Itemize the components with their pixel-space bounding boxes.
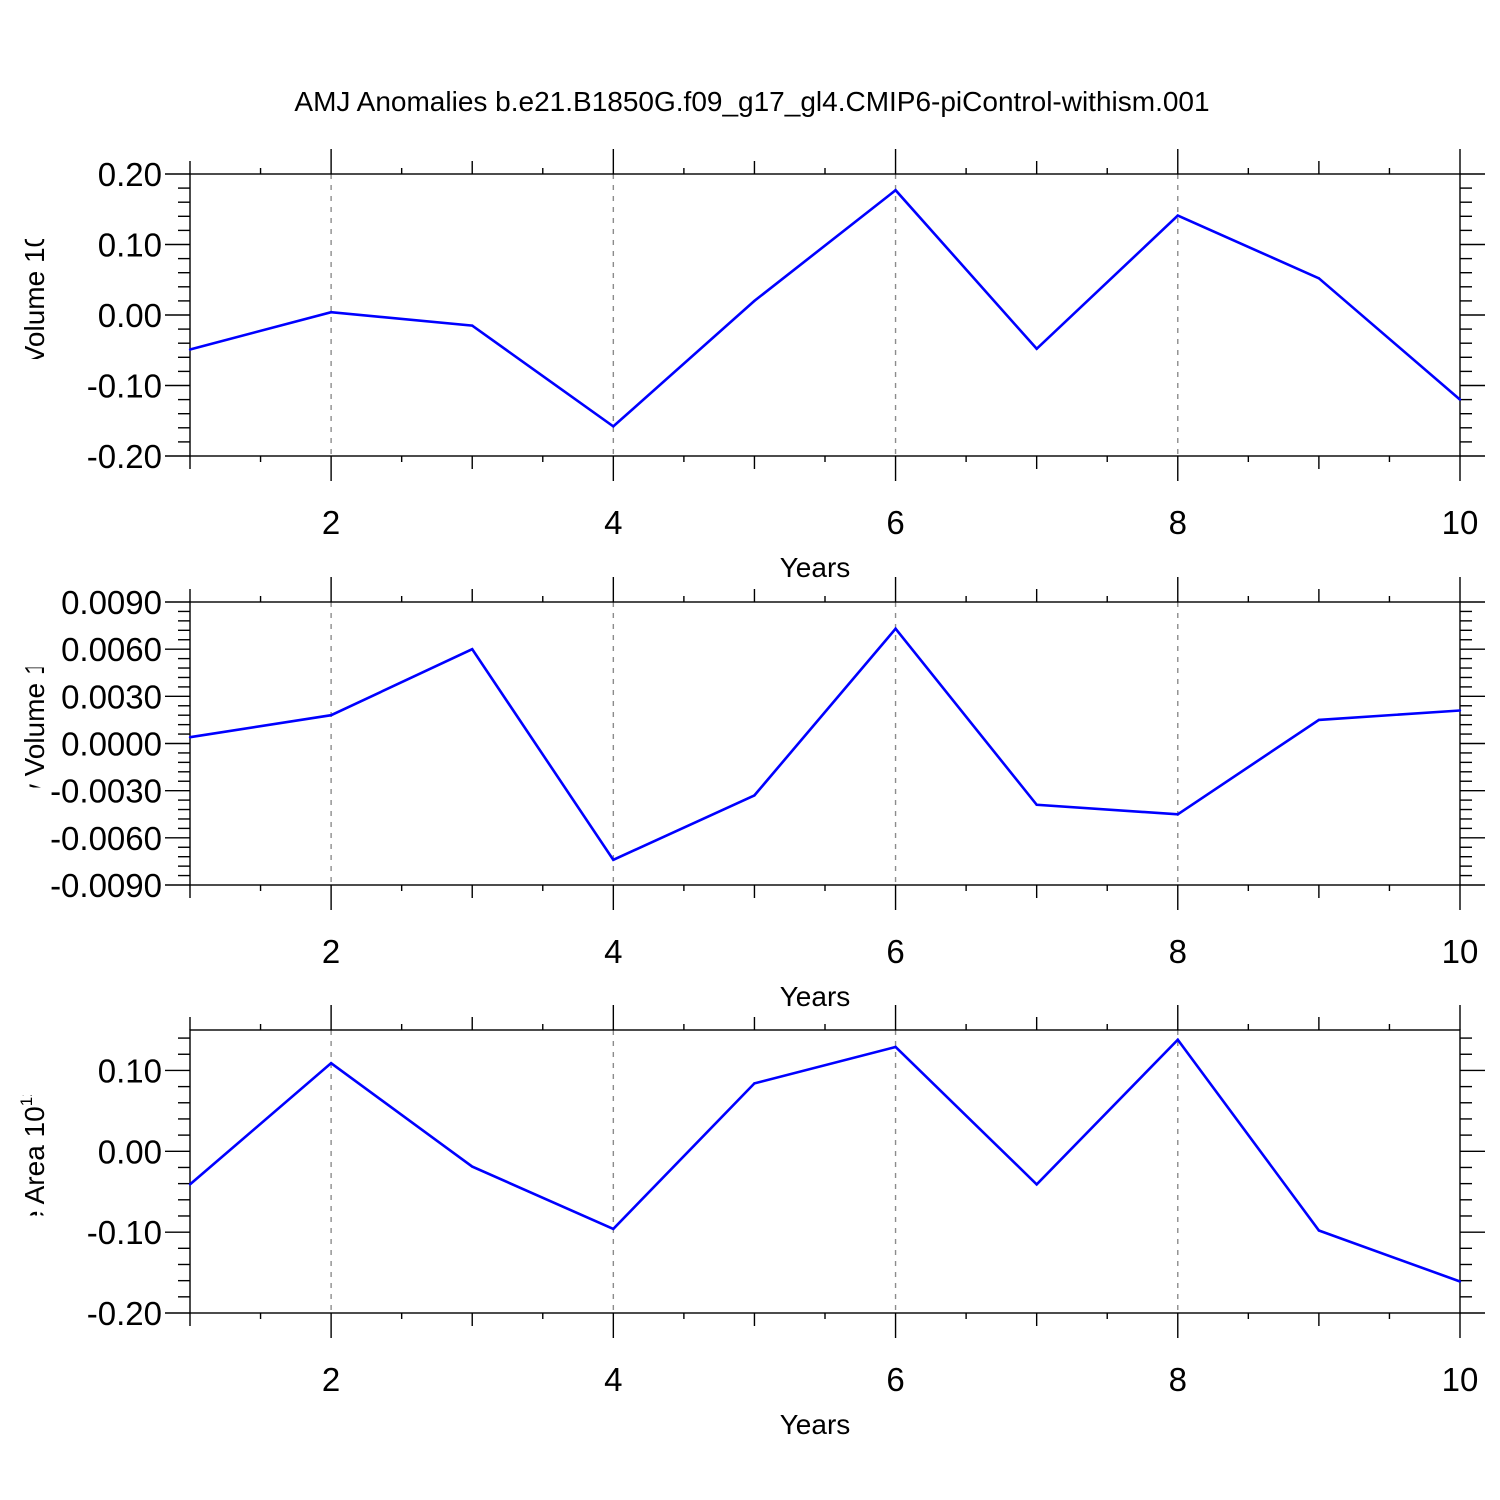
x-tick-label: 6 [886, 504, 904, 541]
data-point [471, 324, 474, 327]
y-axis-title-sup1: 13 [17, 213, 36, 232]
chart-title: AMJ Anomalies b.e21.B1850G.f09_g17_gl4.C… [294, 86, 1209, 117]
panels: 2 4 6 8 10 -0.20 -0.10 0.00 0.10 0.20 Years Sib Ice… [17, 149, 1485, 1440]
y-axis-title-sup2: 2 [17, 1047, 36, 1056]
y-axis-title: Sib Ice Area 1012 m2 [17, 1047, 50, 1296]
y-tick-label: 0.0030 [61, 678, 162, 715]
x-tick-label: 4 [604, 504, 622, 541]
y-tick-label: -0.20 [87, 1295, 162, 1332]
series-line [189, 626, 1461, 862]
data-point [1035, 1183, 1038, 1186]
y-tick-label: 0.10 [98, 1052, 162, 1089]
x-axis-title: Years [780, 1409, 851, 1440]
data-point [1035, 803, 1038, 807]
x-tick-label: 10 [1442, 933, 1479, 970]
data-point [1317, 718, 1321, 722]
y-axis-title-middle: m [19, 594, 50, 625]
data-point [753, 794, 756, 797]
y-tick-label: 0.00 [98, 297, 162, 334]
y-tick-label: -0.20 [87, 438, 162, 475]
x-tick-label: 2 [322, 504, 340, 541]
y-tick-label: 0.0090 [61, 584, 162, 621]
x-tick-label: 6 [886, 1361, 904, 1398]
x-tick-label: 2 [322, 1361, 340, 1398]
data-point [1176, 1038, 1179, 1041]
y-axis-title-prefix: Sib Snow Volume 10 [19, 644, 50, 902]
x-axis-title: Years [780, 981, 851, 1012]
panel-2: 2 4 6 8 10 -0.0090 -0.0060 -0.0030 0.0000 0.0030 0… [17, 577, 1485, 1012]
x-tick-label: 10 [1442, 504, 1479, 541]
x-tick-label: 10 [1442, 1361, 1479, 1398]
y-tick-label: -0.0060 [50, 820, 162, 857]
data-point [1035, 347, 1038, 351]
panel-1: 2 4 6 8 10 -0.20 -0.10 0.00 0.10 0.20 Years Sib Ice… [17, 149, 1485, 583]
data-point [1458, 398, 1462, 401]
data-point [188, 1183, 192, 1186]
data-point [329, 714, 333, 717]
y-tick-label: -0.10 [87, 368, 162, 405]
data-point [894, 189, 897, 192]
y-tick-label: 0.10 [98, 227, 162, 264]
y-tick-label: 0.0060 [61, 631, 162, 668]
y-tick-label: 0.20 [98, 156, 162, 193]
data-point [612, 425, 615, 428]
y-tick-label: -0.0030 [50, 773, 162, 810]
plot-frame [189, 173, 1461, 457]
data-point [753, 1082, 756, 1085]
y-tick-label: -0.0090 [50, 867, 162, 904]
y-tick-label: -0.10 [87, 1214, 162, 1251]
data-point [612, 1227, 615, 1231]
data-point [1317, 277, 1321, 280]
y-axis-title: Sib Snow Volume 1013 m3 [17, 585, 50, 903]
x-tick-label: 8 [1169, 1361, 1187, 1398]
y-axis-title: Sib Ice Volume 1013 m3 [17, 172, 50, 457]
data-point [1176, 813, 1179, 816]
y-axis-title-sup1: 12 [17, 1087, 36, 1106]
data-point [1458, 709, 1462, 712]
x-tick-label: 4 [604, 1361, 622, 1398]
y-tick-label: 0.00 [98, 1133, 162, 1170]
y-axis-title-sup2: 3 [17, 585, 36, 594]
data-point [1317, 1229, 1321, 1232]
x-tick-label: 8 [1169, 504, 1187, 541]
x-tick-label: 8 [1169, 933, 1187, 970]
series-line [189, 1037, 1461, 1283]
y-axis-title-prefix: Sib Ice Area 10 [19, 1106, 50, 1296]
data-point [188, 348, 192, 351]
y-axis-title-sup1: 13 [17, 625, 36, 644]
y-axis-title-sup2: 3 [17, 172, 36, 181]
x-axis-title: Years [780, 552, 851, 583]
data-point [1176, 214, 1179, 217]
plot-frame [189, 601, 1461, 886]
series-line [189, 188, 1461, 429]
data-point [1458, 1280, 1462, 1283]
data-point [329, 310, 333, 314]
panel-3: 2 4 6 8 10 -0.20 -0.10 0.00 0.10 Years Sib Ice Are… [17, 1005, 1485, 1440]
data-point [471, 1165, 474, 1168]
x-tick-label: 4 [604, 933, 622, 970]
y-axis-title-middle: m [19, 182, 50, 213]
data-point [329, 1061, 333, 1065]
x-tick-label: 2 [322, 933, 340, 970]
data-point [894, 1045, 897, 1049]
y-axis-title-prefix: Sib Ice Volume 10 [19, 232, 50, 458]
plot-frame [189, 1029, 1461, 1314]
data-point [612, 858, 615, 862]
y-axis-title-middle: m [19, 1056, 50, 1087]
data-point [753, 299, 756, 303]
data-point [894, 627, 897, 630]
data-point [471, 647, 474, 651]
x-tick-label: 6 [886, 933, 904, 970]
y-tick-label: 0.0000 [61, 726, 162, 763]
data-point [188, 736, 192, 739]
